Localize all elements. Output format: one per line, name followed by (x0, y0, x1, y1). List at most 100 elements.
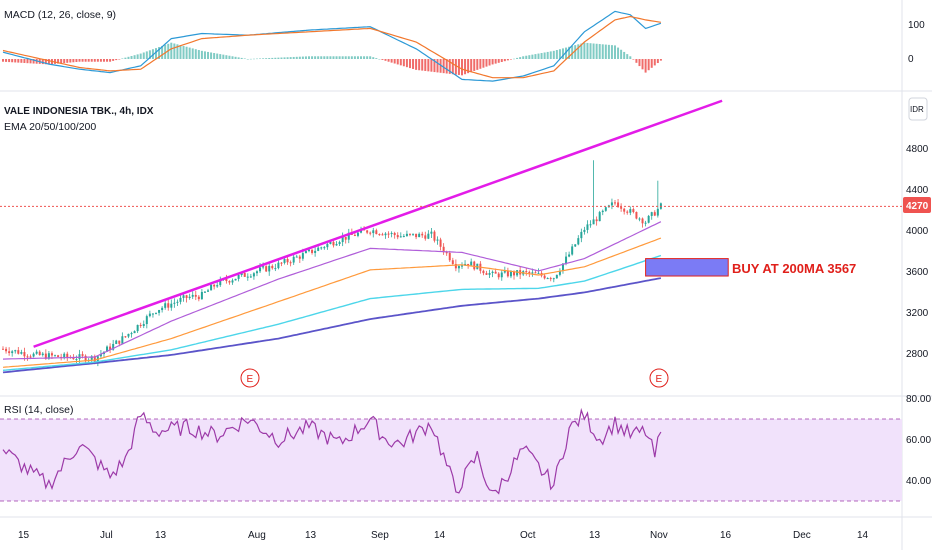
candle-body (277, 262, 280, 269)
macd-histogram-bar (656, 59, 659, 64)
candle-body (470, 261, 473, 266)
candle-body (81, 354, 84, 356)
candle (38, 350, 41, 356)
macd-histogram-bar (528, 55, 531, 59)
macd-histogram-bar (314, 56, 317, 59)
candle (644, 220, 647, 227)
rsi-pane[interactable]: RSI (14, close) 80.00 60.00 40.00 (0, 394, 931, 502)
candle-body (304, 251, 307, 254)
macd-histogram-bar (531, 54, 534, 59)
candle-body (546, 278, 549, 280)
candle (35, 349, 38, 355)
candle-body (347, 232, 350, 240)
macd-histogram-bar (378, 59, 381, 60)
candle-body (29, 356, 32, 358)
macd-histogram-bar (2, 59, 4, 62)
earnings-badge-2[interactable]: E (649, 368, 669, 388)
candle (311, 249, 314, 255)
candle-body (595, 219, 598, 222)
time-label: 14 (434, 530, 446, 541)
macd-histogram-bar (262, 58, 265, 59)
candle-body (577, 238, 580, 245)
buy-annotation[interactable]: BUY AT 200MA 3567 (732, 261, 856, 276)
candle-body (525, 271, 528, 273)
macd-histogram-bar (344, 56, 347, 59)
buy-zone-box[interactable] (645, 258, 729, 277)
candle-body (571, 246, 574, 255)
candle-body (283, 258, 286, 263)
price-pane[interactable]: VALE INDONESIA TBK., 4h, IDX EMA 20/50/1… (0, 97, 931, 388)
macd-histogram-bar (185, 46, 188, 59)
candle (271, 264, 274, 270)
macd-histogram-bar (418, 59, 421, 71)
candle-body (161, 307, 164, 311)
macd-histogram-bar (445, 59, 448, 74)
candle (583, 226, 586, 235)
macd-histogram-bar (32, 59, 35, 64)
candle (491, 270, 494, 278)
candle (41, 351, 44, 357)
macd-histogram-bar (173, 43, 176, 59)
macd-histogram-bar (571, 45, 574, 59)
candle (164, 300, 167, 310)
time-label: Oct (520, 530, 536, 541)
macd-histogram-bar (558, 49, 561, 59)
macd-histogram-bar (274, 57, 277, 59)
candle-body (415, 233, 418, 238)
candle-body (653, 212, 656, 216)
macd-histogram-bar (84, 59, 87, 62)
candle-body (14, 350, 17, 352)
candle-body (650, 212, 653, 216)
candle-body (488, 273, 491, 275)
trendline[interactable] (33, 99, 723, 348)
candle-body (301, 253, 304, 259)
time-axis[interactable]: 15 Jul 13 Aug 13 Sep 14 Oct 13 Nov 16 De… (18, 530, 869, 541)
candle-body (558, 270, 561, 275)
macd-histogram-bar (506, 59, 509, 61)
candle-body (427, 233, 430, 239)
candle (121, 332, 124, 345)
candle (405, 230, 408, 237)
candle-body (317, 247, 320, 251)
candle (167, 299, 170, 311)
macd-histogram-bar (341, 56, 344, 59)
macd-histogram-bar (265, 58, 268, 59)
macd-histogram-bar (647, 59, 650, 71)
macd-histogram-bar (145, 51, 148, 59)
candle-body (378, 234, 381, 236)
candle-body (207, 290, 210, 292)
earnings-badge-1[interactable]: E (240, 368, 260, 388)
candle-body (57, 355, 60, 357)
macd-histogram-bar (237, 57, 240, 59)
currency-badge[interactable]: IDR (908, 97, 928, 121)
candle (170, 299, 173, 311)
macd-histogram-bar (396, 59, 399, 65)
macd-histogram-bar (207, 51, 210, 59)
candle-body (66, 353, 69, 358)
candle (638, 217, 641, 222)
candle-body (289, 262, 292, 264)
candle (5, 346, 8, 354)
candle (433, 230, 436, 243)
candle (412, 233, 415, 236)
macd-histogram-bar (200, 50, 203, 59)
candle-body (219, 279, 222, 286)
candle-body (574, 244, 577, 247)
macd-histogram-bar (592, 43, 595, 59)
macd-histogram-bar (26, 59, 29, 64)
macd-histogram-bar (292, 56, 295, 59)
macd-histogram-bar (106, 59, 109, 62)
macd-histogram-bar (442, 59, 445, 74)
macd-pane[interactable]: MACD (12, 26, close, 9) 100 0 (2, 9, 925, 82)
macd-histogram-bar (63, 59, 66, 64)
candle (620, 203, 623, 212)
candle-body (228, 281, 231, 283)
candle-body (467, 263, 470, 266)
candle-body (292, 256, 295, 263)
candle-body (430, 231, 433, 234)
price-axis-3200: 3200 (906, 308, 929, 319)
macd-histogram-bar (534, 54, 537, 59)
macd-histogram-bar (133, 55, 136, 59)
candle-body (461, 265, 463, 267)
macd-histogram-bar (289, 57, 292, 59)
